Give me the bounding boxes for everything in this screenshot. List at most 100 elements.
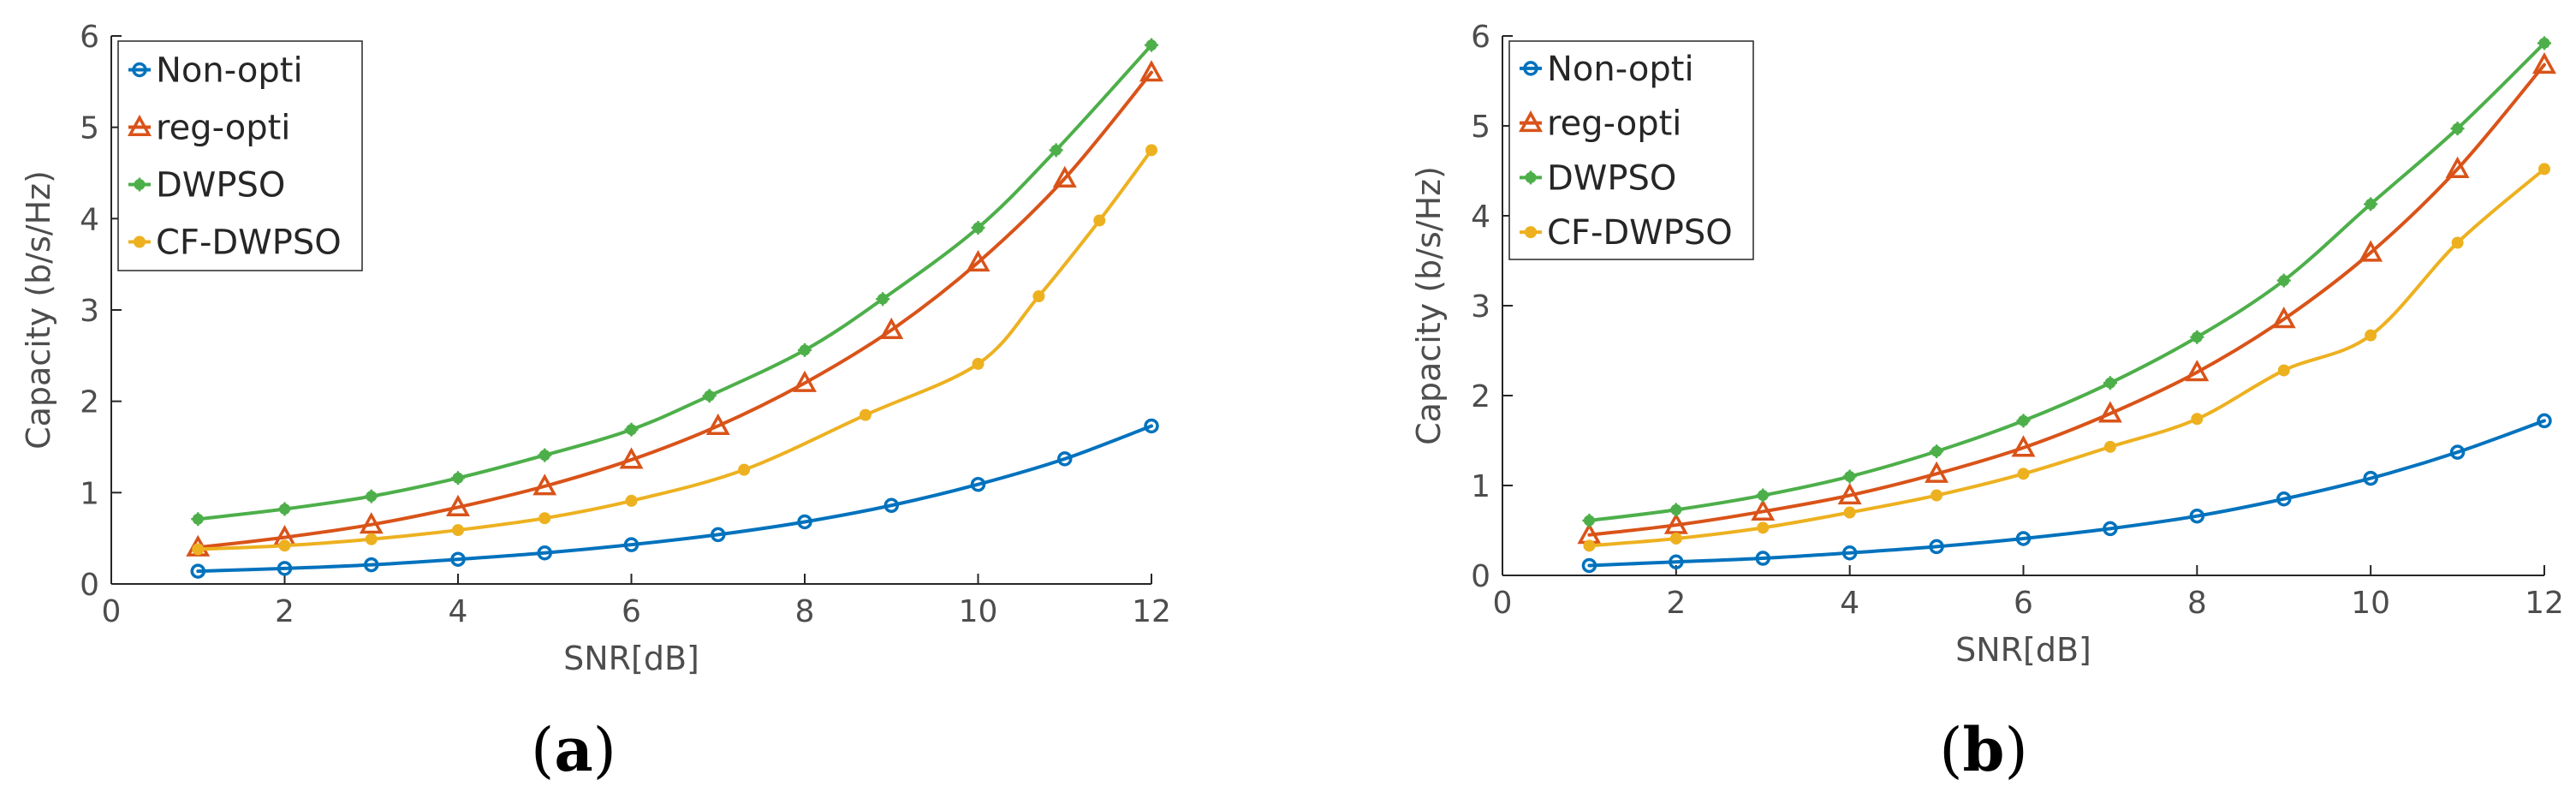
marker-circle <box>190 563 205 579</box>
marker-circle <box>1929 539 1944 555</box>
y-tick-label: 5 <box>80 111 99 146</box>
y-tick-label: 1 <box>80 476 99 511</box>
marker-star-cross <box>2016 414 2031 428</box>
series-line <box>196 424 1153 574</box>
marker-circle <box>623 537 640 552</box>
panel-caption: (b) <box>1939 714 2028 785</box>
marker-star <box>2450 122 2465 136</box>
marker-star <box>2364 197 2378 211</box>
marker-circle <box>1523 61 1538 76</box>
y-tick-label: 0 <box>1471 559 1490 594</box>
marker-dot <box>1931 489 1943 502</box>
marker-dot <box>972 357 985 370</box>
y-tick-label: 2 <box>80 385 99 420</box>
legend: Non-opti reg-opti DWPSO CF-DWPSO <box>1508 40 1754 260</box>
legend-entry-label: DWPSO <box>1547 158 1676 198</box>
marker-star <box>624 422 639 437</box>
marker-star <box>277 502 292 516</box>
marker-dot <box>1669 532 1682 545</box>
panel-caption-paren-close: ) <box>593 715 616 785</box>
panel-caption-letter: a <box>554 714 592 785</box>
marker-star <box>1145 38 1158 52</box>
marker-triangle <box>1519 110 1543 133</box>
marker-star-cross <box>191 512 205 527</box>
marker-star-cross <box>1669 503 1683 517</box>
marker-star-cross <box>2276 273 2291 288</box>
y-tick-label: 6 <box>1471 20 1490 55</box>
marker-dot <box>2017 468 2030 480</box>
marker-triangle <box>793 370 817 392</box>
marker-circle <box>2103 521 2118 537</box>
marker-dot <box>2103 440 2116 453</box>
marker-star-cross <box>1582 513 1597 527</box>
marker-triangle <box>446 494 470 516</box>
legend-entry-label: Non-opti <box>156 51 303 91</box>
marker-star-cross <box>133 177 146 192</box>
marker-circle <box>1144 418 1159 434</box>
marker-circle <box>2189 508 2205 524</box>
marker-triangle <box>705 413 730 436</box>
marker-triangle <box>2445 156 2470 178</box>
marker-circle <box>1581 557 1597 574</box>
y-tick-label: 5 <box>1471 110 1490 145</box>
marker-star-cross <box>1145 38 1158 52</box>
legend-entry-label: CF-DWPSO <box>1547 213 1733 253</box>
series-reg-opti <box>186 60 1163 557</box>
marker-dot <box>1843 506 1856 519</box>
marker-circle <box>2449 444 2466 460</box>
marker-star-cross <box>876 292 890 307</box>
marker-triangle <box>1837 482 1862 505</box>
marker-triangle <box>879 317 904 340</box>
marker-dot <box>2538 163 2550 176</box>
series-non-opti <box>1581 413 2552 574</box>
marker-dot <box>538 512 551 525</box>
marker-triangle <box>128 114 152 137</box>
marker-circle <box>2363 470 2378 486</box>
legend-entry-label: DWPSO <box>156 166 285 205</box>
marker-dot <box>1145 144 1157 157</box>
y-tick-label: 6 <box>80 20 99 55</box>
x-tick-label: 6 <box>2014 586 2033 621</box>
marker-star <box>1049 143 1063 158</box>
marker-star <box>2537 36 2551 51</box>
marker-dot <box>134 235 146 248</box>
x-tick-label: 4 <box>1840 586 1859 621</box>
marker-triangle <box>2185 360 2210 382</box>
marker-dot <box>2451 236 2464 249</box>
marker-star <box>1582 513 1597 527</box>
series-cf-dwpso <box>192 144 1157 556</box>
marker-star-cross <box>702 389 717 403</box>
marker-dot <box>738 463 751 476</box>
marker-star <box>364 489 378 503</box>
panel-caption-letter: b <box>1963 714 2005 785</box>
marker-star-cross <box>624 422 639 437</box>
y-tick-label: 1 <box>1471 469 1490 504</box>
y-tick-label: 3 <box>1471 289 1490 325</box>
marker-triangle <box>1925 461 1949 483</box>
marker-star <box>2016 414 2031 428</box>
panel-caption: (a) <box>531 714 616 785</box>
panel-caption-paren-close: ) <box>2004 715 2027 785</box>
marker-circle <box>450 551 466 567</box>
marker-triangle <box>1139 60 1163 82</box>
marker-star <box>2190 330 2204 344</box>
marker-star <box>971 221 985 235</box>
legend-entry-label: reg-opti <box>1547 104 1681 144</box>
marker-triangle <box>2011 435 2036 457</box>
x-axis-label: SNR[dB] <box>1955 631 2091 669</box>
marker-star <box>1756 488 1770 503</box>
y-tick-label: 0 <box>80 568 99 603</box>
marker-star-cross <box>364 489 378 503</box>
series-cf-dwpso <box>1583 163 2550 552</box>
marker-star <box>2276 273 2291 288</box>
marker-star-cross <box>451 471 465 485</box>
marker-dot <box>2191 413 2204 426</box>
x-axis-label: SNR[dB] <box>563 640 699 677</box>
series-line <box>1587 419 2546 568</box>
marker-circle <box>364 557 379 573</box>
marker-star <box>538 448 552 462</box>
marker-circle <box>883 497 899 514</box>
marker-triangle <box>966 249 991 272</box>
series-dwpso <box>191 38 1158 527</box>
marker-star-cross <box>2190 330 2204 344</box>
